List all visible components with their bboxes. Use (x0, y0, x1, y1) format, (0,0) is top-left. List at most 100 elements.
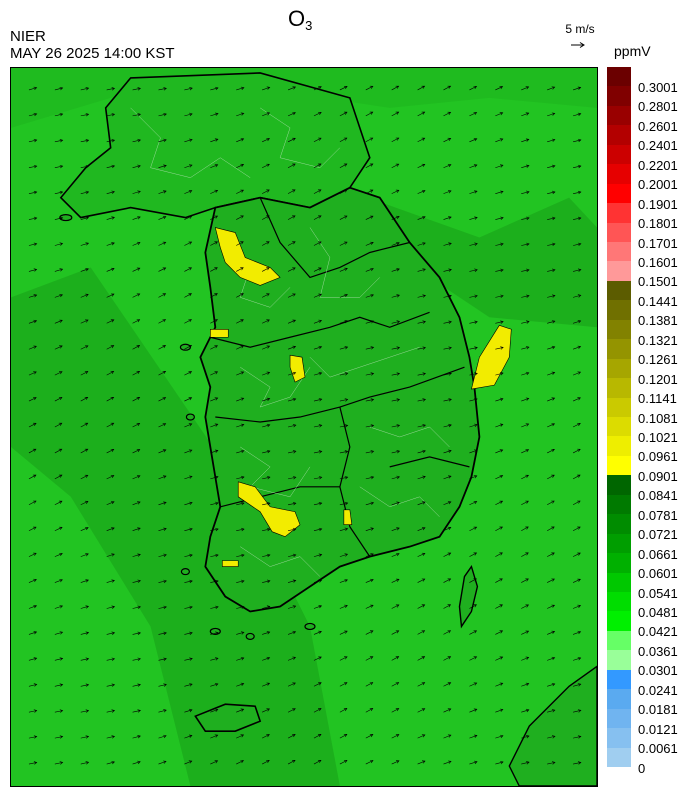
dark-plume-west (11, 267, 340, 786)
wind-arrow-icon (28, 762, 37, 765)
wind-arrow-head (395, 137, 400, 141)
wind-arrow-icon (80, 527, 89, 531)
wind-arrow-icon (469, 735, 478, 739)
wind-arrow-head (318, 502, 323, 506)
wind-arrow-icon (469, 552, 477, 557)
wind-arrow-icon (521, 346, 530, 350)
wind-arrow-head (318, 137, 322, 141)
wind-arrow-head (188, 760, 193, 764)
wind-arrow-icon (495, 709, 503, 713)
wind-arrow-icon (495, 217, 504, 220)
wind-arrow-icon (158, 319, 166, 324)
wind-arrow-icon (443, 450, 452, 454)
wind-arrow-head (551, 423, 556, 427)
wind-arrow-head (214, 293, 218, 297)
wind-arrow-head (396, 527, 400, 531)
wind-arrow-head (85, 216, 90, 220)
wind-arrow-head (526, 320, 530, 324)
wind-arrow-icon (572, 579, 581, 583)
wind-arrow-icon (236, 632, 244, 635)
wind-arrow-head (188, 319, 192, 323)
wind-arrow-head (266, 267, 270, 271)
wind-arrow-head (111, 216, 115, 220)
wind-arrow-icon (28, 448, 37, 454)
south-korea-landmass (199, 186, 481, 613)
wind-arrow-head (214, 319, 218, 323)
wind-arrow-head (370, 604, 374, 608)
wind-arrow-head (473, 708, 478, 712)
wind-arrow-head (163, 190, 167, 194)
wind-arrow-head (551, 630, 556, 634)
wind-arrow-head (137, 735, 141, 739)
wind-arrow-head (240, 86, 245, 90)
wind-arrow-icon (287, 580, 296, 583)
wind-arrow-head (266, 397, 271, 401)
wind-arrow-head (111, 657, 116, 661)
wind-arrow-icon (54, 371, 63, 376)
wind-arrow-icon (339, 86, 348, 91)
wind-arrow-head (421, 163, 426, 167)
colorbar-tick-label: 0.2601 (638, 118, 678, 134)
wind-arrow-head (525, 86, 530, 90)
wind-arrow-head (292, 605, 297, 609)
wind-arrow-icon (365, 85, 374, 91)
wind-arrow-head (110, 474, 115, 479)
wind-arrow-head (474, 760, 478, 765)
wind-arrow-head (137, 709, 141, 713)
colorbar-tick-label: 0.3001 (638, 80, 678, 95)
wind-arrow-head (421, 578, 426, 582)
wind-arrow-head (500, 190, 504, 194)
tsushima-island (458, 565, 479, 629)
wind-arrow-head (214, 708, 219, 712)
wind-arrow-icon (158, 345, 166, 350)
colorbar-tick-label: 0.1081 (638, 410, 678, 426)
wind-arrow-icon (262, 476, 270, 480)
wind-arrow-icon (339, 163, 347, 168)
wind-arrow-head (137, 138, 141, 143)
wind-arrow-head (525, 682, 530, 686)
wind-arrow-icon (236, 708, 244, 713)
wind-arrow-icon (210, 502, 219, 506)
wind-arrow-head (267, 502, 271, 506)
wind-arrow-head (188, 241, 193, 245)
wind-arrow-icon (132, 139, 141, 143)
wind-arrow-icon (443, 734, 452, 739)
wind-arrow-head (422, 475, 426, 479)
wind-arrow-head (84, 396, 89, 400)
wind-arrow-icon (287, 267, 296, 272)
wind-arrow-icon (287, 346, 296, 350)
wind-arrow-icon (184, 709, 193, 713)
wind-arrow-icon (365, 268, 374, 272)
wind-arrow-icon (365, 553, 374, 557)
wind-arrow-head (215, 631, 219, 635)
wind-arrow-icon (573, 165, 581, 169)
wind-arrow-head (396, 294, 400, 298)
wind-arrow-head (369, 137, 374, 141)
wind-arrow-head (33, 500, 37, 504)
wind-arrow-icon (210, 138, 218, 143)
wind-arrow-icon (572, 423, 581, 428)
wind-arrow-head (266, 163, 270, 167)
wind-arrow-head (525, 164, 530, 168)
colorbar-swatch (607, 514, 631, 535)
wind-arrow-icon (28, 217, 37, 220)
wind-arrow-head (370, 553, 374, 557)
wind-arrow-icon (313, 398, 322, 402)
wind-arrow-icon (28, 736, 37, 739)
wind-arrow-head (395, 85, 400, 89)
wind-arrow-icon (80, 319, 89, 324)
wind-arrow-head (162, 475, 167, 479)
wind-scale-label: 5 m/s (565, 22, 595, 36)
wind-arrow-head (344, 320, 349, 324)
wind-arrow-head (551, 294, 556, 298)
ozone-map[interactable] (10, 67, 598, 787)
wind-arrow-head (188, 267, 193, 271)
wind-arrow-head (292, 656, 297, 660)
wind-arrow-head (188, 371, 193, 375)
wind-arrow-icon (236, 657, 244, 661)
wind-arrow-head (552, 216, 556, 221)
wind-arrow-head (370, 398, 375, 402)
wind-arrow-head (395, 656, 400, 660)
wind-arrow-head (344, 398, 349, 402)
wind-arrow-head (214, 138, 219, 142)
